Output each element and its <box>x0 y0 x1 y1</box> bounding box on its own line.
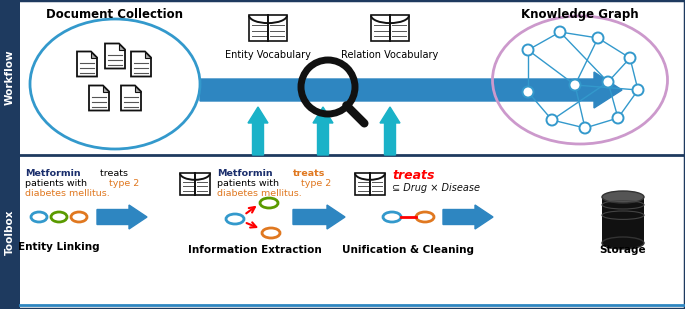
FancyArrow shape <box>97 205 147 229</box>
Polygon shape <box>268 15 287 40</box>
Polygon shape <box>249 15 268 40</box>
Circle shape <box>625 53 636 64</box>
Text: patients with: patients with <box>25 179 90 188</box>
FancyArrow shape <box>293 205 345 229</box>
Polygon shape <box>180 173 195 195</box>
Circle shape <box>569 79 580 91</box>
Polygon shape <box>131 52 151 77</box>
Text: Toolbox: Toolbox <box>5 209 15 255</box>
Polygon shape <box>135 86 141 91</box>
Text: treats: treats <box>392 169 434 182</box>
Text: diabetes mellitus.: diabetes mellitus. <box>217 189 302 198</box>
Text: type 2: type 2 <box>301 179 331 188</box>
Circle shape <box>523 44 534 56</box>
FancyArrow shape <box>443 205 493 229</box>
Text: Unification & Cleaning: Unification & Cleaning <box>342 245 475 255</box>
Ellipse shape <box>602 191 644 203</box>
Polygon shape <box>77 52 97 77</box>
FancyArrow shape <box>248 107 268 155</box>
Text: Metformin: Metformin <box>25 169 81 178</box>
Text: Document Collection: Document Collection <box>47 8 184 21</box>
Polygon shape <box>121 86 141 111</box>
Text: Entity Vocabulary: Entity Vocabulary <box>225 50 311 60</box>
Text: type 2: type 2 <box>109 179 139 188</box>
Circle shape <box>603 77 614 87</box>
Ellipse shape <box>602 237 644 249</box>
Polygon shape <box>355 173 370 195</box>
FancyArrow shape <box>380 107 400 155</box>
Bar <box>602 197 644 243</box>
Circle shape <box>523 87 534 98</box>
Polygon shape <box>91 52 97 57</box>
Circle shape <box>547 115 558 125</box>
Text: Knowledge Graph: Knowledge Graph <box>521 8 639 21</box>
Polygon shape <box>119 44 125 49</box>
Circle shape <box>632 84 643 95</box>
Text: treats: treats <box>292 169 325 178</box>
Circle shape <box>593 32 603 44</box>
Polygon shape <box>105 44 125 69</box>
Polygon shape <box>103 86 109 91</box>
FancyArrow shape <box>200 72 622 108</box>
Polygon shape <box>195 173 210 195</box>
Polygon shape <box>370 173 385 195</box>
Text: patients with: patients with <box>217 179 282 188</box>
Text: treats: treats <box>97 169 128 178</box>
Circle shape <box>612 112 623 124</box>
Bar <box>0 0 20 309</box>
Text: Workflow: Workflow <box>5 49 15 105</box>
Circle shape <box>554 27 566 37</box>
Text: Metformin: Metformin <box>217 169 273 178</box>
Polygon shape <box>371 15 390 40</box>
Text: diabetes mellitus.: diabetes mellitus. <box>25 189 110 198</box>
Text: Storage: Storage <box>599 245 647 255</box>
Text: Entity Linking: Entity Linking <box>18 242 100 252</box>
Polygon shape <box>89 86 109 111</box>
Polygon shape <box>145 52 151 57</box>
Text: Information Extraction: Information Extraction <box>188 245 322 255</box>
FancyArrow shape <box>313 107 333 155</box>
Text: Relation Vocabulary: Relation Vocabulary <box>341 50 438 60</box>
Polygon shape <box>390 15 409 40</box>
Circle shape <box>580 122 590 133</box>
Text: ⊆ Drug × Disease: ⊆ Drug × Disease <box>392 183 480 193</box>
